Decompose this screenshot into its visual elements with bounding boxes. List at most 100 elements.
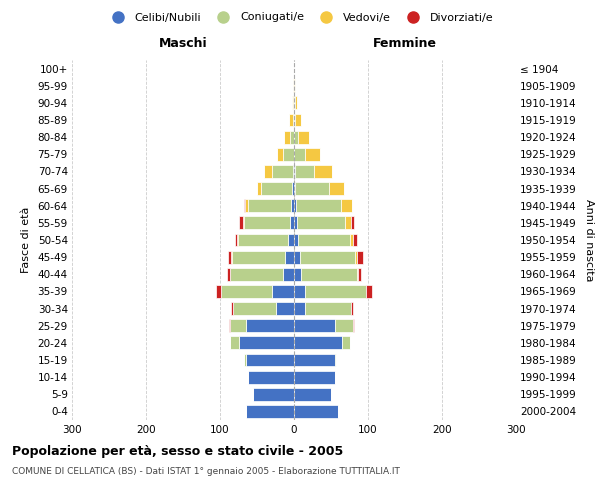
Bar bbox=[245, 200, 248, 212]
Bar bbox=[221, 285, 272, 298]
Bar bbox=[301, 268, 357, 280]
Bar bbox=[358, 268, 361, 280]
Bar bbox=[298, 234, 350, 246]
Bar bbox=[275, 302, 294, 315]
Bar bbox=[243, 216, 244, 230]
Bar bbox=[305, 285, 366, 298]
Bar bbox=[253, 388, 294, 400]
Bar bbox=[294, 354, 335, 366]
Bar bbox=[272, 285, 294, 298]
Bar bbox=[295, 96, 297, 110]
Bar bbox=[232, 250, 285, 264]
Bar bbox=[314, 165, 332, 178]
Bar bbox=[295, 182, 329, 195]
Bar bbox=[353, 234, 357, 246]
Text: Popolazione per età, sesso e stato civile - 2005: Popolazione per età, sesso e stato civil… bbox=[12, 445, 343, 458]
Bar bbox=[294, 370, 335, 384]
Bar bbox=[265, 165, 272, 178]
Bar bbox=[351, 302, 353, 315]
Bar bbox=[288, 234, 294, 246]
Bar bbox=[248, 200, 291, 212]
Bar bbox=[238, 234, 288, 246]
Bar bbox=[294, 268, 301, 280]
Bar bbox=[237, 234, 238, 246]
Bar bbox=[294, 250, 300, 264]
Bar bbox=[293, 165, 294, 178]
Bar bbox=[305, 148, 320, 160]
Bar bbox=[239, 216, 243, 230]
Bar bbox=[294, 148, 305, 160]
Bar bbox=[292, 182, 294, 195]
Bar bbox=[294, 130, 298, 143]
Bar bbox=[300, 250, 355, 264]
Bar bbox=[294, 285, 305, 298]
Bar bbox=[229, 320, 230, 332]
Bar bbox=[246, 354, 294, 366]
Bar bbox=[294, 165, 295, 178]
Bar bbox=[293, 114, 294, 126]
Bar bbox=[294, 405, 338, 418]
Bar bbox=[305, 302, 351, 315]
Bar bbox=[283, 148, 294, 160]
Bar bbox=[261, 182, 292, 195]
Text: Femmine: Femmine bbox=[373, 36, 437, 50]
Bar bbox=[294, 216, 297, 230]
Bar bbox=[293, 80, 294, 92]
Bar bbox=[294, 234, 298, 246]
Bar bbox=[272, 165, 293, 178]
Bar bbox=[231, 250, 232, 264]
Bar bbox=[294, 388, 331, 400]
Bar bbox=[294, 200, 296, 212]
Legend: Celibi/Nubili, Coniugati/e, Vedovi/e, Divorziati/e: Celibi/Nubili, Coniugati/e, Vedovi/e, Di… bbox=[102, 8, 498, 27]
Bar bbox=[228, 250, 231, 264]
Bar bbox=[230, 336, 239, 349]
Bar bbox=[345, 216, 351, 230]
Bar bbox=[246, 405, 294, 418]
Bar bbox=[335, 320, 353, 332]
Bar bbox=[297, 216, 345, 230]
Bar bbox=[294, 96, 295, 110]
Y-axis label: Fasce di età: Fasce di età bbox=[20, 207, 31, 273]
Bar bbox=[235, 234, 237, 246]
Text: Maschi: Maschi bbox=[158, 36, 208, 50]
Bar bbox=[233, 302, 275, 315]
Bar bbox=[295, 114, 301, 126]
Bar bbox=[293, 96, 294, 110]
Bar bbox=[294, 80, 295, 92]
Bar bbox=[215, 285, 221, 298]
Bar bbox=[244, 354, 246, 366]
Bar bbox=[246, 320, 294, 332]
Bar bbox=[230, 320, 246, 332]
Bar bbox=[298, 130, 309, 143]
Bar bbox=[295, 165, 314, 178]
Bar bbox=[277, 148, 283, 160]
Bar bbox=[350, 234, 353, 246]
Bar bbox=[292, 96, 293, 110]
Bar bbox=[296, 200, 341, 212]
Bar bbox=[285, 250, 294, 264]
Bar bbox=[355, 250, 357, 264]
Bar bbox=[283, 268, 294, 280]
Bar bbox=[248, 370, 294, 384]
Bar bbox=[244, 216, 290, 230]
Bar bbox=[257, 182, 261, 195]
Bar bbox=[342, 336, 350, 349]
Bar bbox=[335, 354, 336, 366]
Bar bbox=[294, 320, 335, 332]
Text: COMUNE DI CELLATICA (BS) - Dati ISTAT 1° gennaio 2005 - Elaborazione TUTTITALIA.: COMUNE DI CELLATICA (BS) - Dati ISTAT 1°… bbox=[12, 468, 400, 476]
Bar bbox=[231, 302, 233, 315]
Bar bbox=[294, 336, 342, 349]
Bar bbox=[294, 114, 295, 126]
Bar bbox=[289, 114, 293, 126]
Bar bbox=[351, 216, 354, 230]
Bar bbox=[294, 182, 295, 195]
Bar bbox=[244, 200, 245, 212]
Bar bbox=[230, 268, 283, 280]
Bar bbox=[284, 130, 290, 143]
Bar bbox=[294, 302, 305, 315]
Bar bbox=[357, 250, 363, 264]
Bar bbox=[357, 268, 358, 280]
Bar bbox=[290, 130, 294, 143]
Bar bbox=[291, 200, 294, 212]
Bar bbox=[290, 216, 294, 230]
